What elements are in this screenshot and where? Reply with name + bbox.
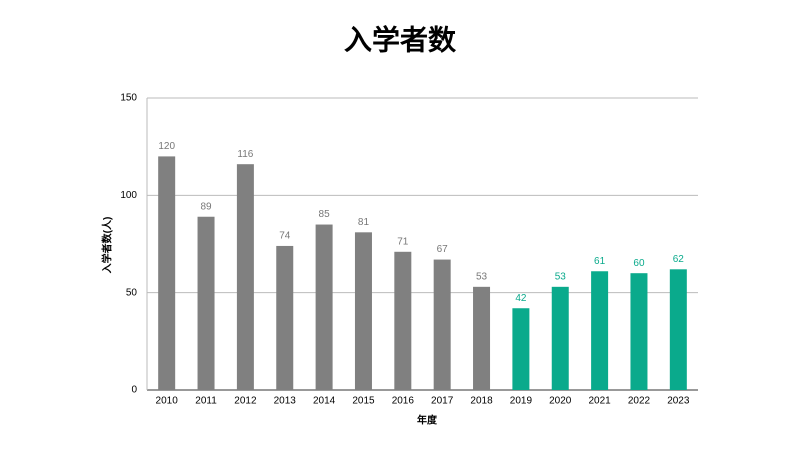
chart-title: 入学者数 (344, 23, 457, 55)
data-label: 71 (397, 236, 409, 247)
bar (512, 308, 530, 390)
data-label: 53 (555, 271, 567, 282)
x-tick-label: 2022 (628, 396, 651, 407)
x-tick-label: 2020 (549, 396, 572, 407)
data-label: 42 (515, 293, 527, 304)
data-label: 81 (358, 217, 370, 228)
bar (433, 259, 451, 390)
bar (473, 286, 491, 390)
bar (197, 216, 215, 390)
x-tick-label: 2015 (352, 396, 375, 407)
data-label: 53 (476, 271, 488, 282)
y-tick-label: 0 (131, 385, 137, 396)
bar (591, 271, 609, 390)
x-tick-label: 2023 (667, 396, 690, 407)
x-tick-label: 2012 (234, 396, 257, 407)
data-label: 74 (279, 231, 291, 242)
bar (236, 164, 254, 390)
x-tick-label: 2017 (431, 396, 454, 407)
x-tick-label: 2018 (470, 396, 493, 407)
y-tick-label: 150 (120, 93, 137, 104)
bar (158, 156, 176, 390)
bar (630, 273, 648, 390)
y-tick-label: 50 (126, 287, 138, 298)
x-tick-label: 2014 (313, 396, 336, 407)
x-axis-label: 年度 (417, 414, 438, 427)
x-tick-label: 2013 (274, 396, 297, 407)
bar (551, 286, 569, 390)
x-tick-label: 2010 (156, 396, 179, 407)
data-label: 120 (158, 141, 175, 152)
bar (276, 245, 294, 390)
data-label: 60 (633, 258, 645, 269)
x-tick-label: 2016 (392, 396, 415, 407)
bar (669, 269, 687, 390)
data-label: 89 (200, 201, 212, 212)
data-label: 62 (673, 254, 685, 265)
x-tick-label: 2011 (195, 396, 217, 407)
y-axis-label: 入学者数(人) (101, 217, 114, 274)
bar (315, 224, 333, 390)
x-tick-label: 2019 (510, 396, 533, 407)
data-label: 67 (437, 244, 449, 255)
data-label: 85 (319, 209, 331, 220)
x-tick-label: 2021 (588, 396, 611, 407)
bar (394, 251, 412, 390)
y-tick-label: 100 (120, 190, 137, 201)
data-label: 61 (594, 256, 606, 267)
bar (354, 232, 372, 390)
data-label: 116 (237, 149, 253, 160)
